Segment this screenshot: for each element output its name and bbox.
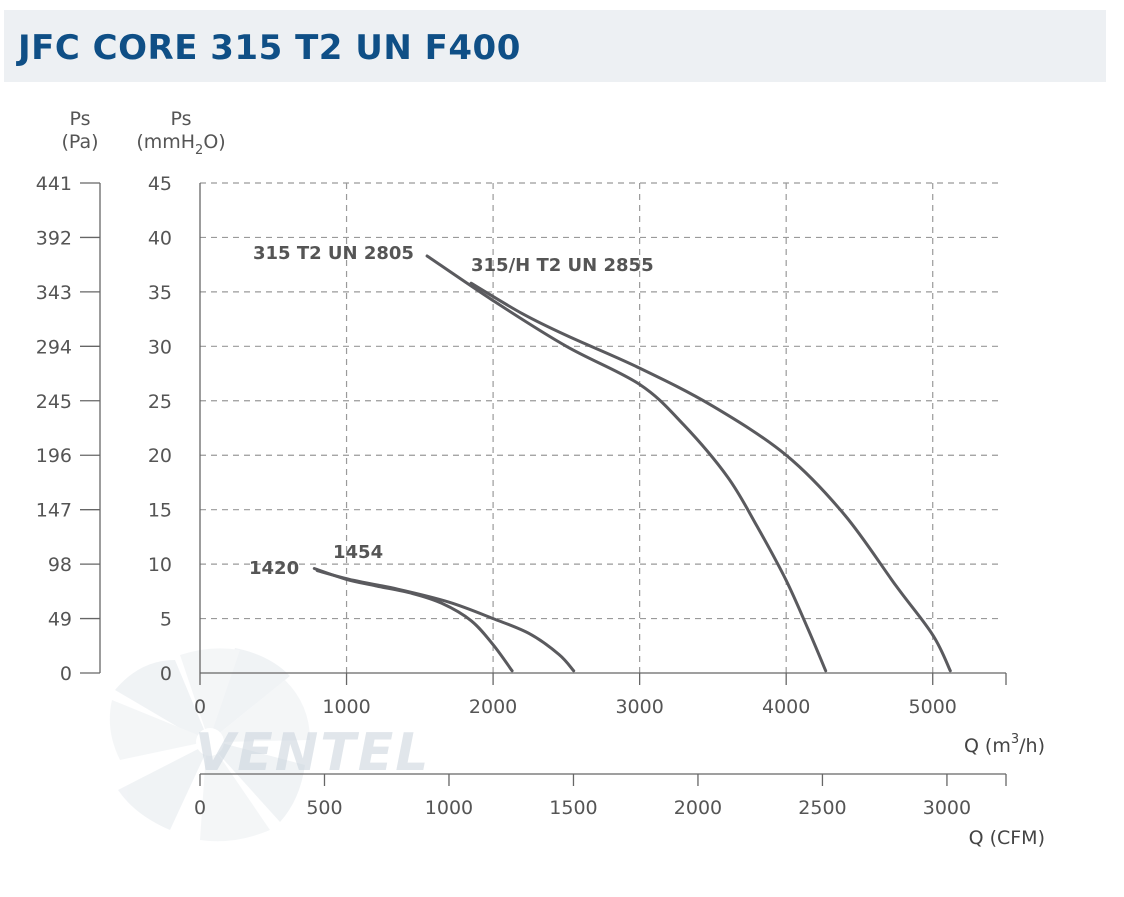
y-mm-tick-label: 0 (160, 663, 172, 685)
y-pa-tick-label: 98 (48, 554, 72, 576)
y-mm-tick-label: 35 (148, 282, 172, 304)
y-mm-tick-label: 30 (148, 336, 172, 358)
series-label: 315/H T2 UN 2855 (471, 255, 654, 276)
y-right-axis-unit: (mmH2O) (136, 131, 225, 158)
y-right-unit-prefix: (mmH (136, 131, 195, 153)
y-mm-tick-label: 40 (148, 227, 172, 249)
x-m3h-tick-label: 3000 (615, 696, 663, 718)
y-pa-tick-label: 147 (36, 500, 72, 522)
y-right-unit-suffix: O) (203, 131, 225, 153)
title-bar: JFC CORE 315 T2 UN F400 (4, 10, 1106, 82)
y-pa-tick-label: 245 (36, 391, 72, 413)
x-m3h-tick-label: 5000 (909, 696, 957, 718)
y-mm-tick-label: 15 (148, 500, 172, 522)
x-m3h-tick-label: 0 (194, 696, 206, 718)
x-cfm-tick-label: 1500 (549, 797, 597, 819)
series-line (312, 567, 514, 673)
x-cfm-tick-label: 0 (194, 797, 206, 819)
series-label: 315 T2 UN 2805 (253, 243, 414, 264)
y-mm-tick-label: 20 (148, 445, 172, 467)
watermark-brand: VENTEL (195, 723, 430, 783)
y-pa-tick-label: 49 (48, 609, 72, 631)
y-left-axis-unit: (Pa) (61, 131, 98, 153)
x-m3h-tick-label: 1000 (322, 696, 370, 718)
page-title: JFC CORE 315 T2 UN F400 (18, 28, 521, 68)
series-layer: 315 T2 UN 2805 315/H T2 UN 2855 1420 1454 (249, 243, 952, 673)
y-right-unit-sub: 2 (195, 143, 203, 158)
grid (200, 182, 1000, 673)
y-pa-tick-label: 441 (36, 173, 72, 195)
x-cfm-tick-label: 2500 (798, 797, 846, 819)
y-pa-tick-label: 294 (36, 336, 72, 358)
series-label: 1420 (249, 558, 299, 579)
y-pa-tick-label: 196 (36, 445, 72, 467)
series-label: 1454 (333, 542, 383, 563)
y-mm-tick-label: 25 (148, 391, 172, 413)
x-m3h-label-sup: 3 (1011, 732, 1019, 747)
x-m3h-label-suffix: /h) (1019, 735, 1045, 757)
series-line (469, 281, 952, 673)
series-line (425, 254, 828, 673)
axes: 45 441 40 392 35 343 30 294 25 245 20 196 15 147 10 98 5… (36, 173, 1007, 819)
x-cfm-tick-label: 3000 (923, 797, 971, 819)
x-m3h-tick-label: 2000 (469, 696, 517, 718)
x-m3h-label-prefix: Q (m (964, 735, 1011, 757)
y-mm-tick-label: 5 (160, 609, 172, 631)
series-line (315, 569, 576, 673)
y-right-axis-label: Ps (170, 108, 191, 130)
y-left-axis-label: Ps (69, 108, 90, 130)
x-m3h-tick-label: 4000 (762, 696, 810, 718)
x-cfm-tick-label: 1000 (425, 797, 473, 819)
x-cfm-axis-label: Q (CFM) (969, 827, 1045, 849)
y-mm-tick-label: 10 (148, 554, 172, 576)
x-m3h-axis-label: Q (m3/h) (964, 732, 1045, 757)
x-cfm-tick-label: 2000 (674, 797, 722, 819)
x-cfm-tick-label: 500 (306, 797, 342, 819)
y-pa-tick-label: 392 (36, 227, 72, 249)
y-pa-tick-label: 343 (36, 282, 72, 304)
y-mm-tick-label: 45 (148, 173, 172, 195)
y-pa-tick-label: 0 (60, 663, 72, 685)
watermark-fan-logo (109, 648, 310, 842)
